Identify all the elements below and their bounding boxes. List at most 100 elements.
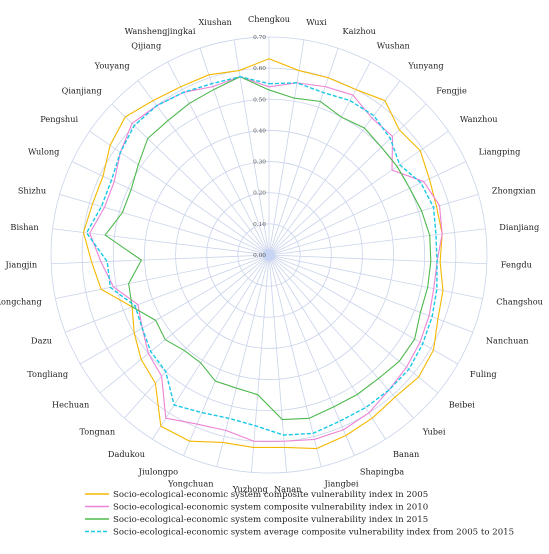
- grid-spoke: [268, 103, 427, 256]
- grid-spoke: [51, 254, 270, 265]
- category-label-yunyang: Yunyang: [407, 61, 443, 71]
- category-label-wuxi: Wuxi: [306, 17, 327, 27]
- category-label-zhongxian: Zhongxian: [492, 186, 537, 196]
- category-label-yubei: Yubei: [422, 427, 446, 437]
- grid-spoke: [268, 254, 386, 440]
- grid-spoke: [268, 254, 322, 467]
- category-label-yuzhong: Yuzhong: [232, 484, 268, 494]
- category-label-xiushan: Xiushan: [198, 17, 232, 27]
- category-label-hechuan: Hechuan: [52, 400, 90, 410]
- legend-label-4: Socio-ecological-economic system average…: [113, 528, 514, 538]
- category-label-dadukou: Dadukou: [108, 449, 145, 459]
- category-label-pengshui: Pengshui: [40, 114, 78, 124]
- tick-label: 0.70: [253, 35, 266, 41]
- grid-spoke: [268, 254, 483, 299]
- category-label-wanshengjingkai: Wanshengjingkai: [125, 26, 196, 36]
- grid-spoke: [268, 39, 305, 256]
- category-label-yongchuan: Yongchuan: [167, 478, 214, 488]
- grid-spoke: [268, 254, 458, 365]
- grid-spoke: [268, 254, 487, 265]
- grid-spoke: [216, 254, 270, 467]
- category-label-tongliang: Tongliang: [27, 369, 68, 379]
- tick-label: 0.40: [253, 128, 266, 134]
- grid-spoke: [268, 130, 449, 256]
- legend-label-3: Socio-ecological-economic system composi…: [113, 515, 428, 525]
- grid-spoke: [52, 228, 270, 256]
- tick-label: 0.60: [253, 66, 266, 72]
- grid-spoke: [199, 48, 270, 256]
- grid-spoke: [183, 254, 270, 456]
- grid-spoke: [152, 254, 270, 440]
- grid-spoke: [167, 61, 270, 256]
- category-label-shizhu: Shizhu: [18, 186, 46, 196]
- tick-label: 0.20: [253, 191, 266, 197]
- series-line-2: [89, 76, 443, 442]
- grid-spoke: [80, 254, 270, 365]
- category-label-dianjiang: Dianjiang: [499, 222, 539, 232]
- center-marker: [263, 249, 275, 261]
- tick-label: 0.10: [253, 222, 266, 228]
- category-label-bishan: Bishan: [10, 222, 39, 232]
- category-label-kaizhou: Kaizhou: [343, 26, 376, 36]
- grid-spoke: [137, 80, 270, 256]
- category-label-wulong: Wulong: [28, 147, 59, 157]
- category-label-jiangbei: Jiangbei: [324, 478, 359, 488]
- category-label-chengkou: Chengkou: [248, 14, 290, 24]
- grid-spoke: [251, 254, 270, 473]
- grid-spoke: [89, 130, 270, 256]
- category-label-youyang: Youyang: [94, 61, 130, 71]
- category-label-jiangjin: Jiangjin: [4, 259, 37, 269]
- category-label-fengdu: Fengdu: [501, 259, 532, 269]
- grid-spoke: [268, 228, 486, 256]
- grid-spoke: [268, 254, 355, 456]
- category-label-changshou: Changshou: [496, 296, 543, 306]
- series-line-3: [104, 76, 432, 421]
- grid-spoke: [59, 193, 270, 256]
- grid-spoke: [124, 254, 270, 419]
- grid-spoke: [268, 48, 339, 256]
- grid-spoke: [268, 254, 473, 333]
- category-label-dazu: Dazu: [31, 335, 52, 345]
- category-label-liangping: Liangping: [479, 147, 521, 157]
- grid-spoke: [268, 193, 479, 256]
- category-label-wanzhou: Wanzhou: [460, 114, 498, 124]
- grid-spoke: [65, 254, 270, 333]
- category-label-beibei: Beibei: [449, 400, 476, 410]
- category-label-rongchang: Rongchang: [0, 296, 42, 306]
- category-label-fengjie: Fengjie: [436, 85, 467, 95]
- category-label-nanchuan: Nanchuan: [486, 335, 529, 345]
- grid-spoke: [233, 39, 270, 256]
- category-label-banan: Banan: [393, 449, 420, 459]
- grid-spoke: [268, 161, 467, 256]
- grid-spoke: [111, 103, 270, 256]
- legend: Socio-ecological-economic system composi…: [85, 490, 514, 538]
- category-label-fuling: Fuling: [470, 369, 497, 379]
- tick-label: 0.00: [253, 253, 266, 259]
- category-label-qijiang: Qijiang: [131, 41, 161, 51]
- category-label-tongnan: Tongnan: [79, 427, 115, 437]
- legend-label-1: Socio-ecological-economic system composi…: [113, 490, 428, 500]
- category-label-wushan: Wushan: [377, 41, 411, 51]
- grid-spoke: [55, 254, 270, 299]
- grid-spoke: [268, 254, 287, 473]
- grid-spoke: [99, 254, 270, 394]
- grid-spoke: [268, 80, 401, 256]
- category-label-jiulongpo: Jiulongpo: [138, 466, 178, 476]
- grid-spoke: [71, 161, 270, 256]
- series-line-4: [85, 76, 438, 436]
- tick-label: 0.30: [253, 160, 266, 166]
- legend-label-2: Socio-ecological-economic system composi…: [113, 503, 428, 513]
- tick-label: 0.50: [253, 97, 266, 103]
- category-label-qianjiang: Qianjiang: [62, 85, 102, 95]
- grid-spoke: [268, 61, 371, 256]
- category-label-nanan: Nanan: [274, 484, 302, 494]
- series-line-1: [82, 58, 444, 450]
- grid-spoke: [268, 254, 439, 394]
- radar-grid: 0.00 0.10 0.20 0.30 0.40 0.50 0.60 0.70: [50, 35, 488, 474]
- category-label-shapingba: Shapingba: [360, 466, 404, 476]
- grid-spoke: [268, 254, 414, 419]
- radar-series: [82, 58, 444, 450]
